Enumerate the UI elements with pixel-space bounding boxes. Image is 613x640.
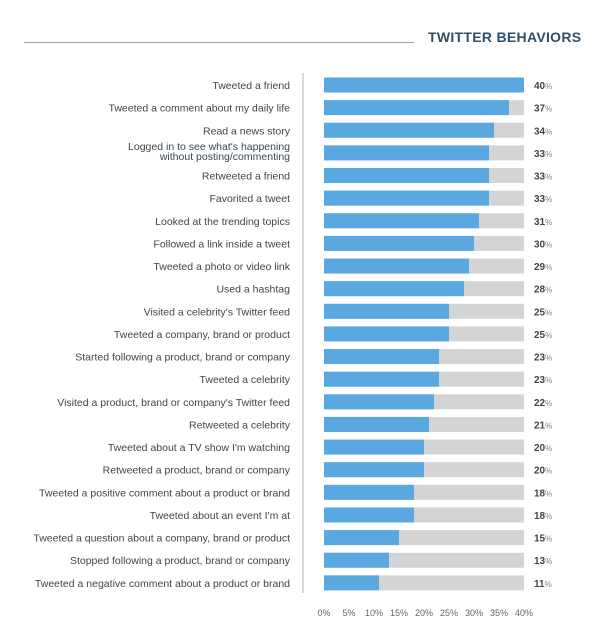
value-label: 20% <box>534 466 552 477</box>
bar <box>324 190 489 206</box>
bar <box>324 575 379 591</box>
category-label: Logged in to see what's happening without… <box>128 141 290 163</box>
bar <box>324 77 524 93</box>
value-label: 11% <box>534 579 552 590</box>
bar <box>324 394 434 410</box>
x-tick-label: 30% <box>465 608 483 618</box>
category-label: Retweeted a product, brand or company <box>103 465 291 477</box>
header-rule <box>24 42 414 43</box>
category-label: Retweeted a celebrity <box>189 419 291 431</box>
x-tick-label: 20% <box>415 608 433 618</box>
bar <box>324 552 389 568</box>
chart-title: TWITTER BEHAVIORS <box>428 29 582 45</box>
x-tick-label: 5% <box>342 608 355 618</box>
value-label: 25% <box>534 330 552 341</box>
bar <box>324 213 479 229</box>
value-label: 28% <box>534 285 552 296</box>
category-label: Favorited a tweet <box>209 193 290 205</box>
bar <box>324 439 424 455</box>
category-label: Tweeted a friend <box>212 80 290 92</box>
bar <box>324 303 449 319</box>
value-label: 33% <box>534 194 552 205</box>
value-label: 21% <box>534 420 552 431</box>
value-label: 18% <box>534 511 552 522</box>
x-tick-label: 10% <box>365 608 383 618</box>
bar <box>324 326 449 342</box>
bar <box>324 258 469 274</box>
category-axis-line <box>302 73 304 593</box>
category-label: Used a hashtag <box>216 284 290 296</box>
value-label: 18% <box>534 488 552 499</box>
bar <box>324 122 494 138</box>
value-label: 22% <box>534 398 552 409</box>
value-label: 13% <box>534 556 552 567</box>
x-tick-label: 25% <box>440 608 458 618</box>
category-label: Tweeted a celebrity <box>200 374 291 386</box>
category-label: Looked at the trending topics <box>155 216 290 228</box>
value-label: 25% <box>534 307 552 318</box>
bar <box>324 507 414 523</box>
bar <box>324 100 509 116</box>
value-label: 40% <box>534 81 552 92</box>
value-label: 15% <box>534 534 552 545</box>
bar <box>324 168 489 184</box>
category-label: Tweeted a comment about my daily life <box>108 103 290 115</box>
bar <box>324 235 474 251</box>
x-tick-label: 35% <box>490 608 508 618</box>
value-label: 31% <box>534 217 552 228</box>
category-label: Stopped following a product, brand or co… <box>70 555 291 567</box>
value-label: 20% <box>534 443 552 454</box>
category-label: Tweeted a positive comment about a produ… <box>39 487 290 499</box>
bar <box>324 145 489 161</box>
value-label: 33% <box>534 172 552 183</box>
category-label: Followed a link inside a tweet <box>153 238 290 250</box>
category-label: Tweeted about an event I'm at <box>150 510 290 522</box>
bar <box>324 371 439 387</box>
bar <box>324 349 439 365</box>
bar <box>324 462 424 478</box>
x-tick-label: 15% <box>390 608 408 618</box>
value-label: 23% <box>534 375 552 386</box>
category-label: Tweeted about a TV show I'm watching <box>108 442 290 454</box>
category-label: Tweeted a photo or video link <box>153 261 290 273</box>
category-label: Visited a product, brand or company's Tw… <box>57 397 290 409</box>
category-label: Visited a celebrity's Twitter feed <box>144 306 291 318</box>
bar <box>324 281 464 297</box>
bar <box>324 416 429 432</box>
category-label: Read a news story <box>203 125 291 137</box>
category-label: Retweeted a friend <box>202 171 290 183</box>
value-label: 23% <box>534 353 552 364</box>
category-label: Tweeted a question about a company, bran… <box>33 533 290 545</box>
bar <box>324 530 399 546</box>
category-label: Tweeted a company, brand or product <box>114 329 290 341</box>
value-label: 34% <box>534 126 552 137</box>
value-label: 33% <box>534 149 552 160</box>
category-label: Tweeted a negative comment about a produ… <box>35 578 290 590</box>
bar <box>324 484 414 500</box>
x-tick-label: 0% <box>317 608 330 618</box>
category-label: Started following a product, brand or co… <box>75 352 291 364</box>
value-label: 29% <box>534 262 552 273</box>
value-label: 30% <box>534 239 552 250</box>
x-tick-label: 40% <box>515 608 533 618</box>
value-label: 37% <box>534 104 552 115</box>
